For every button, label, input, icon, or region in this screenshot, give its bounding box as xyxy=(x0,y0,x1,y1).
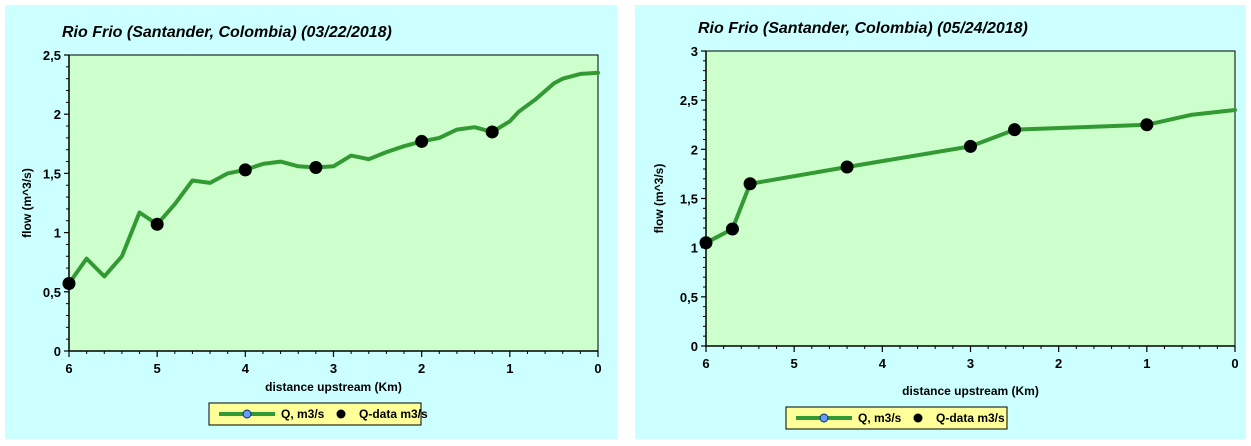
y-axis-label: flow (m^3/s) xyxy=(652,164,666,234)
legend-label-q-data: Q-data m3/s xyxy=(936,411,1005,425)
legend-dot-swatch xyxy=(913,413,923,423)
data-point-q-data xyxy=(964,139,977,153)
x-tick-label: 6 xyxy=(65,361,72,376)
data-point-q-data xyxy=(62,277,76,291)
x-axis-label: distance upstream (Km) xyxy=(265,380,402,394)
y-tick-label: 0 xyxy=(54,344,61,359)
y-tick-label: 3 xyxy=(691,44,698,59)
x-tick-label: 6 xyxy=(702,356,709,371)
y-tick-label: 2,5 xyxy=(680,93,698,108)
x-tick-label: 2 xyxy=(418,361,425,376)
flow-chart-march: Rio Frio (Santander, Colombia) (03/22/20… xyxy=(20,24,602,426)
y-tick-label: 1 xyxy=(691,241,698,256)
plot-area xyxy=(68,54,599,352)
data-point-q-data xyxy=(840,160,854,174)
y-tick-label: 0,5 xyxy=(43,285,61,300)
x-tick-label: 4 xyxy=(242,361,250,376)
chart-panel-right: Rio Frio (Santander, Colombia) (05/24/20… xyxy=(635,5,1246,439)
x-tick-label: 4 xyxy=(879,356,887,371)
x-tick-label: 0 xyxy=(1231,356,1238,371)
x-tick-label: 3 xyxy=(330,361,337,376)
x-tick-label: 5 xyxy=(791,356,798,371)
x-axis-label: distance upstream (Km) xyxy=(902,384,1039,398)
data-point-q-data xyxy=(725,222,739,236)
chart-title: Rio Frio (Santander, Colombia) (03/22/20… xyxy=(62,24,392,41)
data-point-q-data xyxy=(150,217,164,231)
legend-label-q: Q, m3/s xyxy=(858,411,902,425)
legend-box xyxy=(785,406,1008,430)
legend: Q, m3/s Q-data m3/s xyxy=(785,406,1008,430)
y-tick-label: 2 xyxy=(54,107,61,122)
y-axis-label: flow (m^3/s) xyxy=(20,168,34,238)
legend-line-marker xyxy=(819,413,829,423)
y-tick-label: 1,5 xyxy=(43,166,61,181)
data-point-q-data xyxy=(238,163,252,177)
legend-line-marker xyxy=(242,409,252,419)
data-point-q-data xyxy=(415,134,429,148)
flow-chart-may: Rio Frio (Santander, Colombia) (05/24/20… xyxy=(652,20,1239,430)
legend-dot-swatch xyxy=(336,409,346,419)
data-point-q-data xyxy=(485,125,499,139)
y-tick-label: 1 xyxy=(54,226,61,241)
data-point-q-data xyxy=(1140,118,1154,132)
x-tick-label: 1 xyxy=(506,361,513,376)
y-tick-label: 2 xyxy=(691,142,698,157)
legend-label-q-data: Q-data m3/s xyxy=(359,407,428,421)
data-point-q-data xyxy=(699,236,713,250)
x-tick-label: 3 xyxy=(967,356,974,371)
y-tick-label: 0 xyxy=(691,339,698,354)
data-point-q-data xyxy=(743,177,757,191)
y-tick-label: 0,5 xyxy=(680,290,698,305)
x-tick-label: 0 xyxy=(594,361,601,376)
x-tick-label: 2 xyxy=(1055,356,1062,371)
y-tick-label: 1,5 xyxy=(680,192,698,207)
legend: Q, m3/s Q-data m3/s xyxy=(208,402,428,426)
x-tick-label: 1 xyxy=(1143,356,1150,371)
y-tick-label: 2,5 xyxy=(43,48,61,63)
x-tick-label: 5 xyxy=(154,361,161,376)
chart-panel-left: Rio Frio (Santander, Colombia) (03/22/20… xyxy=(5,5,617,439)
data-point-q-data xyxy=(309,160,323,174)
plot-area xyxy=(705,50,1236,347)
legend-label-q: Q, m3/s xyxy=(281,407,325,421)
data-point-q-data xyxy=(1008,123,1022,137)
chart-title: Rio Frio (Santander, Colombia) (05/24/20… xyxy=(698,20,1028,37)
legend-box xyxy=(208,402,422,426)
series-line-q xyxy=(67,70,600,286)
